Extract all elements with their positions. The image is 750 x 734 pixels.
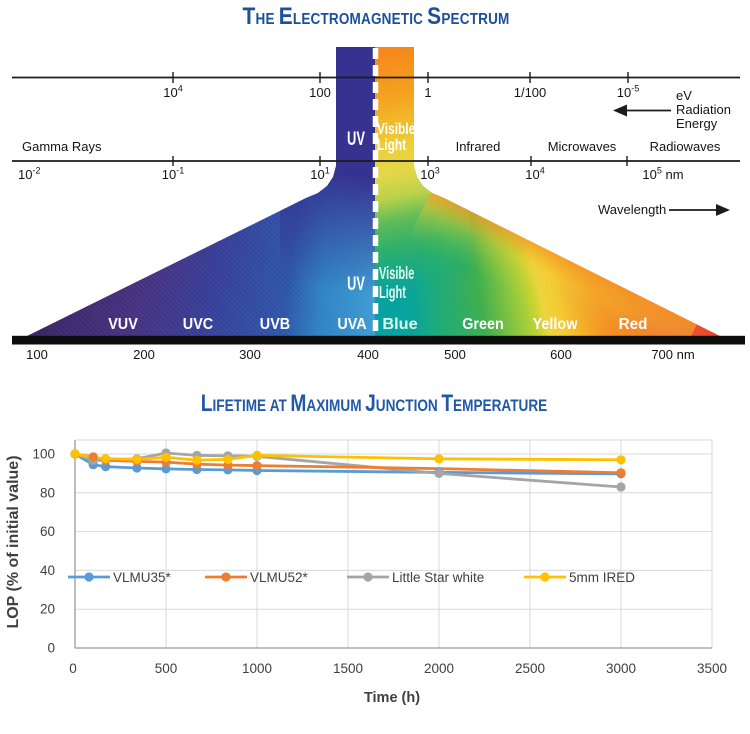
svg-text:2500: 2500 <box>515 661 545 676</box>
svg-text:500: 500 <box>155 661 178 676</box>
svg-text:5mm IRED: 5mm IRED <box>569 570 635 585</box>
svg-text:0: 0 <box>69 661 77 676</box>
svg-text:Little Star white: Little Star white <box>392 570 484 585</box>
svg-text:0: 0 <box>47 641 55 656</box>
svg-text:VLMU35*: VLMU35* <box>113 570 172 585</box>
svg-text:3000: 3000 <box>606 661 636 676</box>
svg-text:2000: 2000 <box>424 661 454 676</box>
svg-text:3500: 3500 <box>697 661 727 676</box>
svg-text:80: 80 <box>40 485 55 500</box>
svg-text:1000: 1000 <box>242 661 272 676</box>
svg-text:LOP (% of initial value): LOP (% of initial value) <box>5 455 22 628</box>
svg-text:Time (h): Time (h) <box>364 690 420 706</box>
svg-text:1500: 1500 <box>333 661 363 676</box>
svg-text:100: 100 <box>32 447 55 462</box>
svg-text:VLMU52*: VLMU52* <box>250 570 309 585</box>
svg-text:20: 20 <box>40 602 55 617</box>
svg-text:40: 40 <box>40 563 55 578</box>
svg-text:60: 60 <box>40 524 55 539</box>
